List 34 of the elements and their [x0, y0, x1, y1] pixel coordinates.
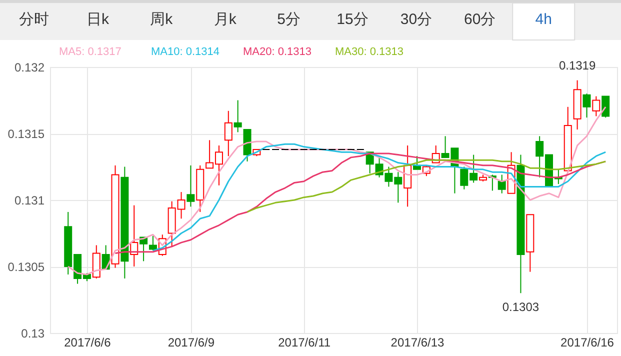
- text: 60分: [464, 11, 496, 28]
- candlestick: [498, 174, 506, 194]
- candlestick: [92, 244, 100, 279]
- text: 周k: [150, 11, 174, 28]
- y-tick-label: 0.13: [21, 326, 45, 340]
- y-tick-label: 0.131: [14, 194, 45, 208]
- x-tick-label: 2017/6/16: [560, 336, 614, 350]
- x-tick-label: 2017/6/11: [278, 336, 331, 350]
- text: 15分: [336, 11, 368, 28]
- text: MA5: 0.1317: [59, 46, 122, 58]
- candlestick: [224, 110, 232, 157]
- text: MA20: 0.1313: [243, 46, 312, 58]
- y-tick-label: 0.1305: [8, 260, 45, 274]
- candlestick: [582, 93, 591, 118]
- candlestick: [186, 164, 195, 208]
- y-tick-label: 0.1315: [8, 127, 45, 141]
- x-tick-label: 2017/6/13: [390, 336, 445, 350]
- candlestick: [148, 235, 157, 252]
- text: 月k: [214, 11, 237, 28]
- x-tick-label: 2017/6/6: [64, 336, 112, 350]
- candlestick: [592, 96, 600, 117]
- text: MA30: 0.1313: [335, 46, 404, 58]
- candlestick: [234, 100, 242, 133]
- text: MA10: 0.1314: [151, 46, 220, 58]
- annotation: 0.1319: [558, 58, 596, 72]
- text: 日k: [86, 11, 110, 28]
- annotation: 0.1303: [502, 300, 540, 314]
- text: 4h: [535, 11, 552, 28]
- candlestick: [602, 96, 610, 118]
- x-tick-label: 2017/6/9: [168, 336, 215, 350]
- text: 分时: [19, 11, 49, 28]
- text: 5分: [277, 11, 300, 28]
- y-tick-label: 0.132: [14, 60, 45, 74]
- text: 30分: [400, 11, 432, 28]
